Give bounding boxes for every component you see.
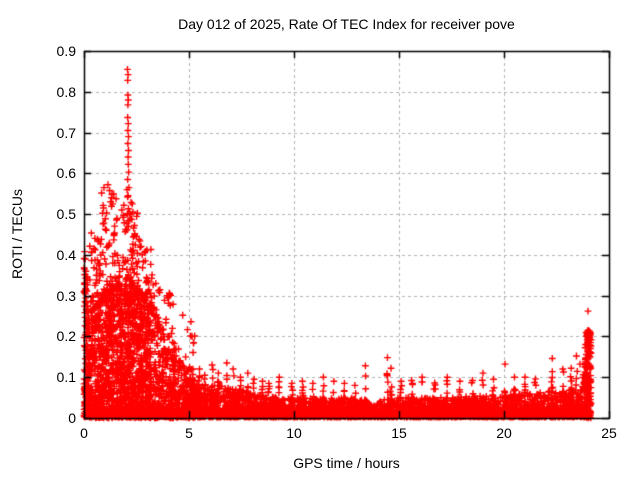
y-tick-label: 0.8	[56, 83, 76, 100]
x-tick-label: 20	[496, 425, 512, 441]
y-tick-label: 0.3	[56, 287, 76, 304]
chart-title: Day 012 of 2025, Rate Of TEC Index for r…	[178, 16, 515, 32]
y-tick-label: 0.1	[56, 369, 76, 386]
y-tick-label: 0.2	[56, 328, 76, 345]
y-tick-label: 0.9	[56, 43, 76, 59]
x-tick-label: 0	[80, 425, 88, 441]
x-tick-label: 15	[391, 425, 407, 441]
x-axis-label: GPS time / hours	[293, 455, 400, 471]
y-axis-label: ROTI / TECUs	[9, 189, 25, 279]
x-tick-label: 5	[185, 425, 193, 441]
y-tick-label: 0.7	[56, 124, 76, 141]
y-tick-label: 0.5	[56, 206, 76, 223]
x-tick-label: 10	[286, 425, 302, 441]
y-tick-label: 0.6	[56, 165, 76, 182]
y-tick-label: 0	[68, 410, 76, 426]
x-tick-label: 25	[601, 425, 617, 441]
y-tick-label: 0.4	[56, 246, 76, 263]
